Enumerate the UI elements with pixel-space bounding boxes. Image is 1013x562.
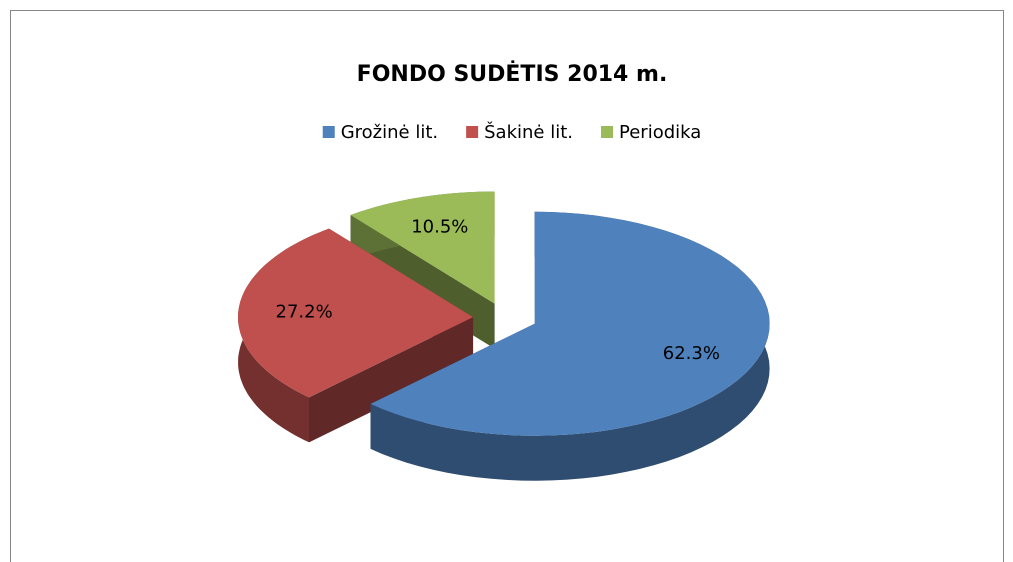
data-label: 62.3% [663, 343, 720, 364]
data-label: 10.5% [411, 216, 468, 237]
legend-label: Grožinė lit. [341, 122, 438, 143]
legend-label: Periodika [619, 122, 701, 143]
slice-group [370, 211, 770, 481]
legend-label: Šakinė lit. [484, 121, 573, 143]
slice-side [370, 211, 770, 481]
data-label: 27.2% [276, 302, 333, 323]
chart-frame [10, 10, 1004, 562]
legend-swatch [466, 126, 479, 138]
legend-swatch [601, 126, 614, 138]
slice [238, 228, 474, 398]
legend-swatch [322, 126, 335, 138]
chart-title: FONDO SUDĖTIS 2014 m. [357, 61, 668, 87]
slice-group [238, 228, 474, 443]
slice [370, 211, 770, 436]
legend: Grožinė lit. Šakinė lit. Periodika [322, 121, 701, 143]
slice-wall [308, 317, 474, 443]
slice [350, 191, 495, 304]
